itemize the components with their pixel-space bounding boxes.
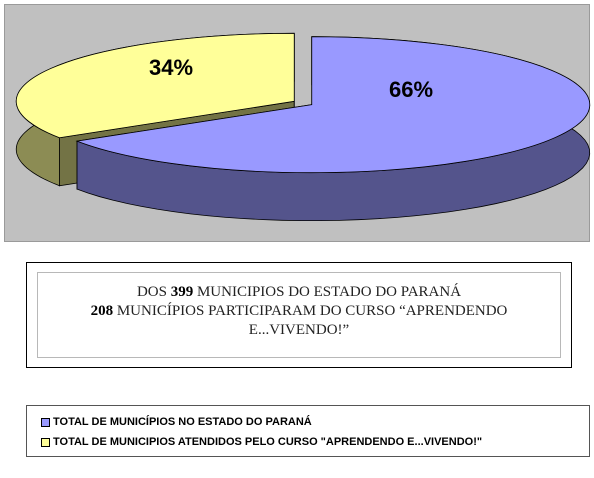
pie-chart (15, 32, 591, 222)
legend: TOTAL DE MUNICÍPIOS NO ESTADO DO PARANÁ … (26, 405, 590, 457)
legend-item-total: TOTAL DE MUNICÍPIOS NO ESTADO DO PARANÁ (41, 416, 312, 428)
caption-box: DOS 399 MUNICIPIOS DO ESTADO DO PARANÁ 2… (26, 262, 572, 368)
chart-area: 66% 34% (4, 4, 591, 242)
caption-participants-number: 208 (90, 303, 114, 319)
legend-item-attended: TOTAL DE MUNICIPIOS ATENDIDOS PELO CURSO… (41, 436, 482, 448)
caption-line1-suffix: MUNICIPIOS DO ESTADO DO PARANÁ (193, 284, 462, 300)
slice-34 (15, 32, 295, 139)
legend-swatch-blue (41, 417, 50, 427)
slice-label-34: 34% (149, 55, 194, 80)
slice-label-66: 66% (389, 77, 434, 102)
caption-total-number: 399 (170, 284, 194, 300)
caption-text: DOS 399 MUNICIPIOS DO ESTADO DO PARANÁ 2… (37, 272, 561, 358)
slice-66 (75, 36, 591, 174)
caption-line2-suffix: MUNICÍPIOS PARTICIPARAM DO CURSO “APREND… (113, 303, 508, 338)
caption-line1-prefix: DOS (136, 284, 171, 300)
legend-swatch-yellow (41, 437, 50, 447)
legend-label-total: TOTAL DE MUNICÍPIOS NO ESTADO DO PARANÁ (53, 416, 312, 428)
legend-label-attended: TOTAL DE MUNICIPIOS ATENDIDOS PELO CURSO… (53, 436, 483, 448)
